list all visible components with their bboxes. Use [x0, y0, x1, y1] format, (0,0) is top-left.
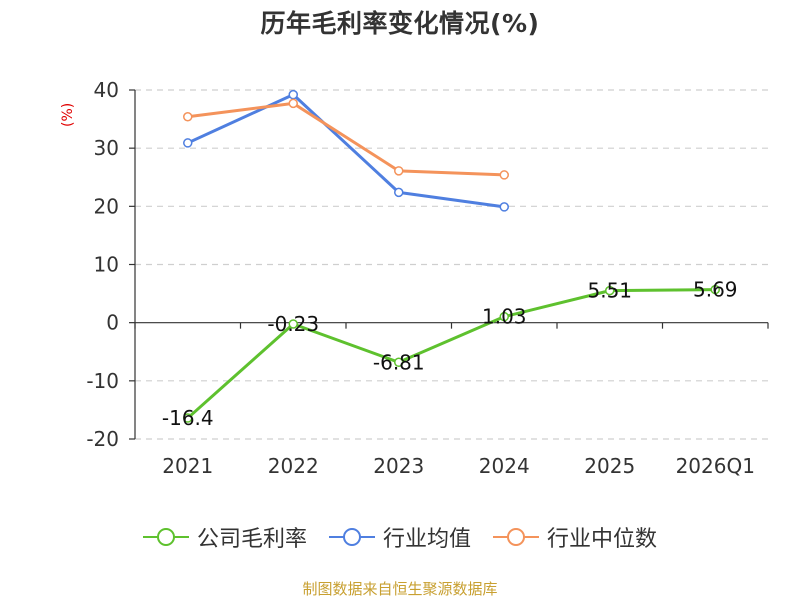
y-tick-label: 20 — [94, 194, 119, 218]
x-tick-label: 2026Q1 — [676, 454, 755, 478]
data-point — [710, 284, 720, 295]
legend-label: 公司毛利率 — [196, 527, 307, 552]
legend: 公司毛利率 行业均值 行业中位数 — [0, 520, 800, 554]
series-line-0 — [186, 288, 716, 420]
series-line-2 — [187, 101, 505, 177]
y-tick-label: -20 — [86, 427, 119, 451]
y-tick-label: 0 — [106, 311, 119, 335]
data-point — [394, 166, 404, 176]
data-point — [183, 138, 193, 148]
legend-item-industry-mean[interactable]: 行业均值 — [328, 521, 471, 553]
x-tick-label: 2022 — [268, 454, 319, 478]
y-tick-label: -10 — [86, 369, 119, 393]
x-tick-label: 2025 — [584, 454, 635, 478]
legend-item-industry-median[interactable]: 行业中位数 — [493, 521, 657, 553]
data-label: -16.4 — [162, 406, 214, 430]
data-point — [499, 202, 509, 212]
legend-label: 行业均值 — [382, 527, 471, 552]
data-point — [183, 413, 193, 423]
data-point — [183, 112, 193, 122]
data-point — [288, 89, 298, 100]
line-chart: 40 30 20 10 0 -10 -20 2021 2022 2023 2024 2025 2026Q… — [86, 78, 769, 478]
data-label: -6.81 — [373, 350, 425, 374]
data-label: 1.03 — [482, 305, 527, 329]
data-point — [499, 170, 509, 180]
data-point — [394, 187, 404, 198]
y-tick-label: 10 — [94, 253, 119, 277]
legend-label: 行业中位数 — [547, 527, 658, 552]
data-label: 5.69 — [693, 278, 738, 302]
data-point — [288, 98, 298, 109]
x-tick-label: 2021 — [162, 454, 213, 478]
data-label: -0.23 — [267, 312, 319, 336]
data-point — [394, 357, 404, 368]
legend-marker-icon — [142, 528, 189, 546]
series-line-1 — [187, 93, 505, 209]
legend-marker-icon — [328, 528, 375, 546]
data-point — [288, 319, 298, 329]
legend-marker-icon — [493, 528, 539, 546]
chart-title: 历年毛利率变化情况(%) — [260, 9, 540, 38]
data-point — [499, 311, 509, 322]
data-source-note: 制图数据来自恒生聚源数据库 — [302, 580, 498, 598]
legend-item-company[interactable]: 公司毛利率 — [142, 521, 307, 553]
x-tick-label: 2023 — [373, 454, 424, 478]
y-tick-label: 30 — [94, 136, 119, 160]
data-point — [605, 285, 615, 296]
x-tick-label: 2024 — [479, 454, 530, 478]
y-tick-label: 40 — [94, 78, 119, 102]
data-label: 5.51 — [587, 279, 632, 303]
